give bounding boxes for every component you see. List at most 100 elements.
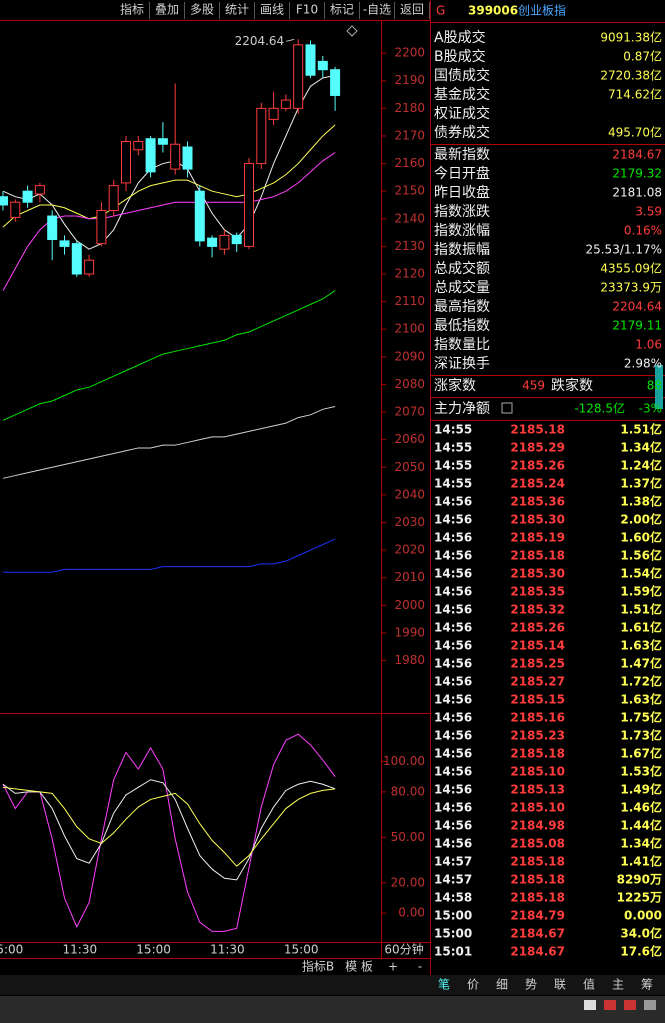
y-tick-label: 1980 xyxy=(394,653,425,667)
tick-time: 14:55 xyxy=(434,459,472,473)
stat-value: 2179.32 xyxy=(612,167,662,181)
stat-value: 25.53/1.17% xyxy=(585,243,662,257)
tick-price: 2185.26 xyxy=(510,459,565,473)
tick-price: 2185.08 xyxy=(510,837,565,851)
stat-label: 指数量比 xyxy=(434,337,490,353)
tick-price: 2185.18 xyxy=(510,891,565,905)
ma-line xyxy=(2,124,336,228)
stat-label: 最高指数 xyxy=(434,298,490,315)
tab[interactable]: 笔 xyxy=(438,977,450,992)
y-tick-label: 2100 xyxy=(394,322,425,336)
stat-value: 495.70亿 xyxy=(608,125,662,140)
tab[interactable]: 价 xyxy=(467,978,479,992)
tab[interactable]: 主 xyxy=(612,978,624,992)
flow-value: -128.5亿 xyxy=(574,401,625,416)
kdj-line xyxy=(2,786,336,867)
tick-time: 14:56 xyxy=(434,693,472,707)
candle-body xyxy=(182,146,193,170)
x-tick-label: 15:00 xyxy=(284,943,319,957)
tick-price: 2185.14 xyxy=(510,639,565,653)
y-tick-label: 2190 xyxy=(394,73,425,87)
stat-value: 2720.38亿 xyxy=(600,68,662,83)
tick-time: 14:56 xyxy=(434,531,472,545)
stat-label: 深证换手 xyxy=(434,355,490,372)
tab-bar xyxy=(0,975,665,995)
toolbar-button[interactable]: 画线 xyxy=(260,3,284,17)
breadth-label: 涨家数 xyxy=(434,377,476,394)
tick-price: 2184.98 xyxy=(510,819,565,833)
bottom-button[interactable]: 指标B xyxy=(302,959,334,974)
max-annotation: 2204.64 xyxy=(235,34,285,48)
y-tick-label: 50.00 xyxy=(391,830,425,844)
tick-time: 14:56 xyxy=(434,711,472,725)
ma-line xyxy=(2,74,336,250)
candle-body xyxy=(47,215,58,240)
toolbar-button[interactable]: -自选 xyxy=(363,3,391,17)
period-label[interactable]: 60分钟 xyxy=(384,942,423,957)
toolbar-button[interactable]: 多股 xyxy=(190,3,214,17)
tick-price: 2185.27 xyxy=(510,675,565,689)
y-tick-label: 2160 xyxy=(394,156,425,170)
tab[interactable]: 值 xyxy=(583,977,595,992)
toolbar-button[interactable]: 标记 xyxy=(330,3,354,17)
flow-icon xyxy=(501,402,513,414)
tick-volume: 1.61亿 xyxy=(620,620,662,635)
candle-body xyxy=(231,234,242,245)
bottom-button[interactable]: 模 板 xyxy=(345,960,373,974)
candle-body xyxy=(293,44,304,109)
tab[interactable]: 联 xyxy=(554,978,566,992)
tick-time: 14:56 xyxy=(434,585,472,599)
tick-volume: 1.51亿 xyxy=(620,422,662,437)
indicator-bar xyxy=(655,365,663,409)
candle-body xyxy=(317,60,328,71)
tick-price: 2185.18 xyxy=(510,873,565,887)
ma-line xyxy=(2,406,336,479)
tick-volume: 1.44亿 xyxy=(620,818,662,833)
stat-label: 基金成交 xyxy=(434,86,490,103)
stock-name: 创业板指 xyxy=(518,3,566,18)
tick-price: 2184.67 xyxy=(510,927,565,941)
stat-value: 0.16% xyxy=(624,224,662,238)
tick-time: 14:56 xyxy=(434,801,472,815)
stat-label: 指数涨跌 xyxy=(434,204,490,220)
y-tick-label: 2030 xyxy=(394,515,425,529)
stat-value: 1.06 xyxy=(635,338,662,352)
breadth-value: 459 xyxy=(522,379,545,393)
tab[interactable]: 筹 xyxy=(641,978,653,992)
y-tick-label: 80.00 xyxy=(391,784,425,798)
toolbar-button[interactable]: 统计 xyxy=(225,3,249,17)
tab[interactable]: 细 xyxy=(496,978,508,992)
tick-volume: 1.67亿 xyxy=(620,746,662,761)
tick-price: 2185.16 xyxy=(510,711,565,725)
tick-time: 14:57 xyxy=(434,873,472,887)
tick-time: 15:00 xyxy=(434,927,472,941)
tab[interactable]: 势 xyxy=(525,978,537,992)
candle-body xyxy=(145,138,156,173)
tick-price: 2185.35 xyxy=(510,585,565,599)
toolbar-button[interactable]: 指标 xyxy=(120,2,144,17)
flow-pct: -3% xyxy=(639,402,662,416)
bottom-button[interactable]: + xyxy=(388,960,398,974)
stock-code: 399006 xyxy=(468,4,518,18)
candle-body xyxy=(330,69,341,96)
x-tick-label: 15:00 xyxy=(0,943,23,957)
stat-value: 2.98% xyxy=(624,357,662,371)
tick-volume: 1.73亿 xyxy=(620,728,662,743)
toolbar-button[interactable]: F10 xyxy=(296,3,318,17)
tick-volume: 1.54亿 xyxy=(620,566,662,581)
tick-time: 14:56 xyxy=(434,639,472,653)
tick-price: 2185.32 xyxy=(510,603,565,617)
tick-volume: 2.00亿 xyxy=(620,512,662,527)
tick-volume: 1.41亿 xyxy=(620,854,662,869)
stat-label: 昨日收盘 xyxy=(434,184,490,201)
toolbar-button[interactable]: 叠加 xyxy=(155,3,179,17)
bottom-button[interactable]: - xyxy=(418,960,422,974)
candle-body xyxy=(96,210,107,245)
candle-body xyxy=(121,140,131,184)
candle-body xyxy=(219,234,230,250)
tick-price: 2185.10 xyxy=(510,765,565,779)
stat-value: 4355.09亿 xyxy=(600,261,662,276)
stat-label: 权证成交 xyxy=(434,105,490,122)
toolbar-button[interactable]: 返回 xyxy=(400,3,424,17)
